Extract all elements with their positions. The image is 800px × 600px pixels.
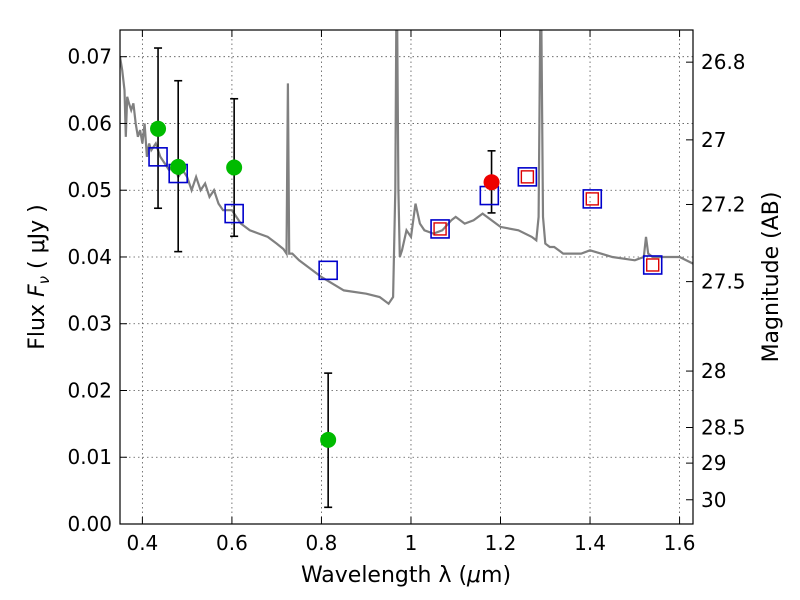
y-tick-label: 0.00 [67, 512, 112, 536]
x-axis-label: Wavelength λ (μm) [301, 563, 511, 588]
model-square-marker [318, 260, 338, 281]
y-tick-label: 0.05 [67, 178, 112, 202]
red-square-marker [520, 170, 535, 184]
x-tick-label: 1 [405, 531, 418, 555]
green-data-point [320, 431, 337, 448]
model-square-marker [582, 189, 603, 209]
green-data-point [150, 120, 167, 137]
x-tick-label: 0.4 [126, 531, 158, 555]
y2-tick-label: 26.8 [701, 50, 746, 74]
green-data-point [170, 158, 187, 175]
x-tick-label: 0.6 [216, 531, 248, 555]
y-tick-label: 0.06 [67, 111, 112, 135]
y-axis-ticks: 0.00 0.01 0.02 0.03 0.04 0.05 0.06 0.07 [67, 45, 127, 536]
plot-frame [119, 29, 694, 525]
x-tick-label: 1.2 [485, 531, 517, 555]
x-tick-label: 0.8 [306, 531, 338, 555]
model-square-marker [517, 167, 538, 187]
red-square-marker [433, 222, 447, 236]
model-sed-line [120, 30, 693, 306]
grid-lines [120, 30, 693, 525]
y2-axis-label: Magnitude (AB) [759, 192, 784, 363]
green-data-point [226, 159, 243, 176]
x-axis-ticks: 0.4 0.6 0.8 1 1.2 1.4 1.6 [126, 30, 695, 555]
red-data-point [483, 174, 500, 191]
model-square-marker [148, 147, 168, 167]
y-tick-label: 0.04 [67, 245, 112, 269]
y-tick-label: 0.07 [67, 45, 112, 69]
y-tick-label: 0.03 [67, 312, 112, 336]
y2-tick-label: 30 [701, 488, 726, 512]
y-axis-label: Flux Fν ( μJy ) [25, 204, 53, 349]
y-tick-label: 0.02 [67, 378, 112, 402]
y2-tick-label: 28.5 [701, 416, 746, 440]
y2-tick-label: 27 [701, 128, 726, 152]
y2-tick-label: 29 [701, 451, 726, 475]
model-square-marker [430, 219, 450, 239]
model-square-marker [224, 203, 244, 224]
x-tick-label: 1.4 [574, 531, 606, 555]
y2-tick-label: 27.2 [701, 192, 746, 216]
y2-axis-ticks: 26.8 27 27.2 27.5 28 28.5 29 30 [686, 50, 746, 512]
x-tick-label: 1.6 [664, 531, 696, 555]
y-tick-label: 0.01 [67, 445, 112, 469]
red-square-marker [585, 192, 599, 206]
markers [148, 120, 663, 448]
y2-tick-label: 28 [701, 359, 726, 383]
model-square-marker [642, 255, 663, 275]
y2-tick-label: 27.5 [701, 270, 746, 294]
red-square-marker [646, 258, 660, 272]
model-sed-curve-layer [120, 30, 693, 306]
